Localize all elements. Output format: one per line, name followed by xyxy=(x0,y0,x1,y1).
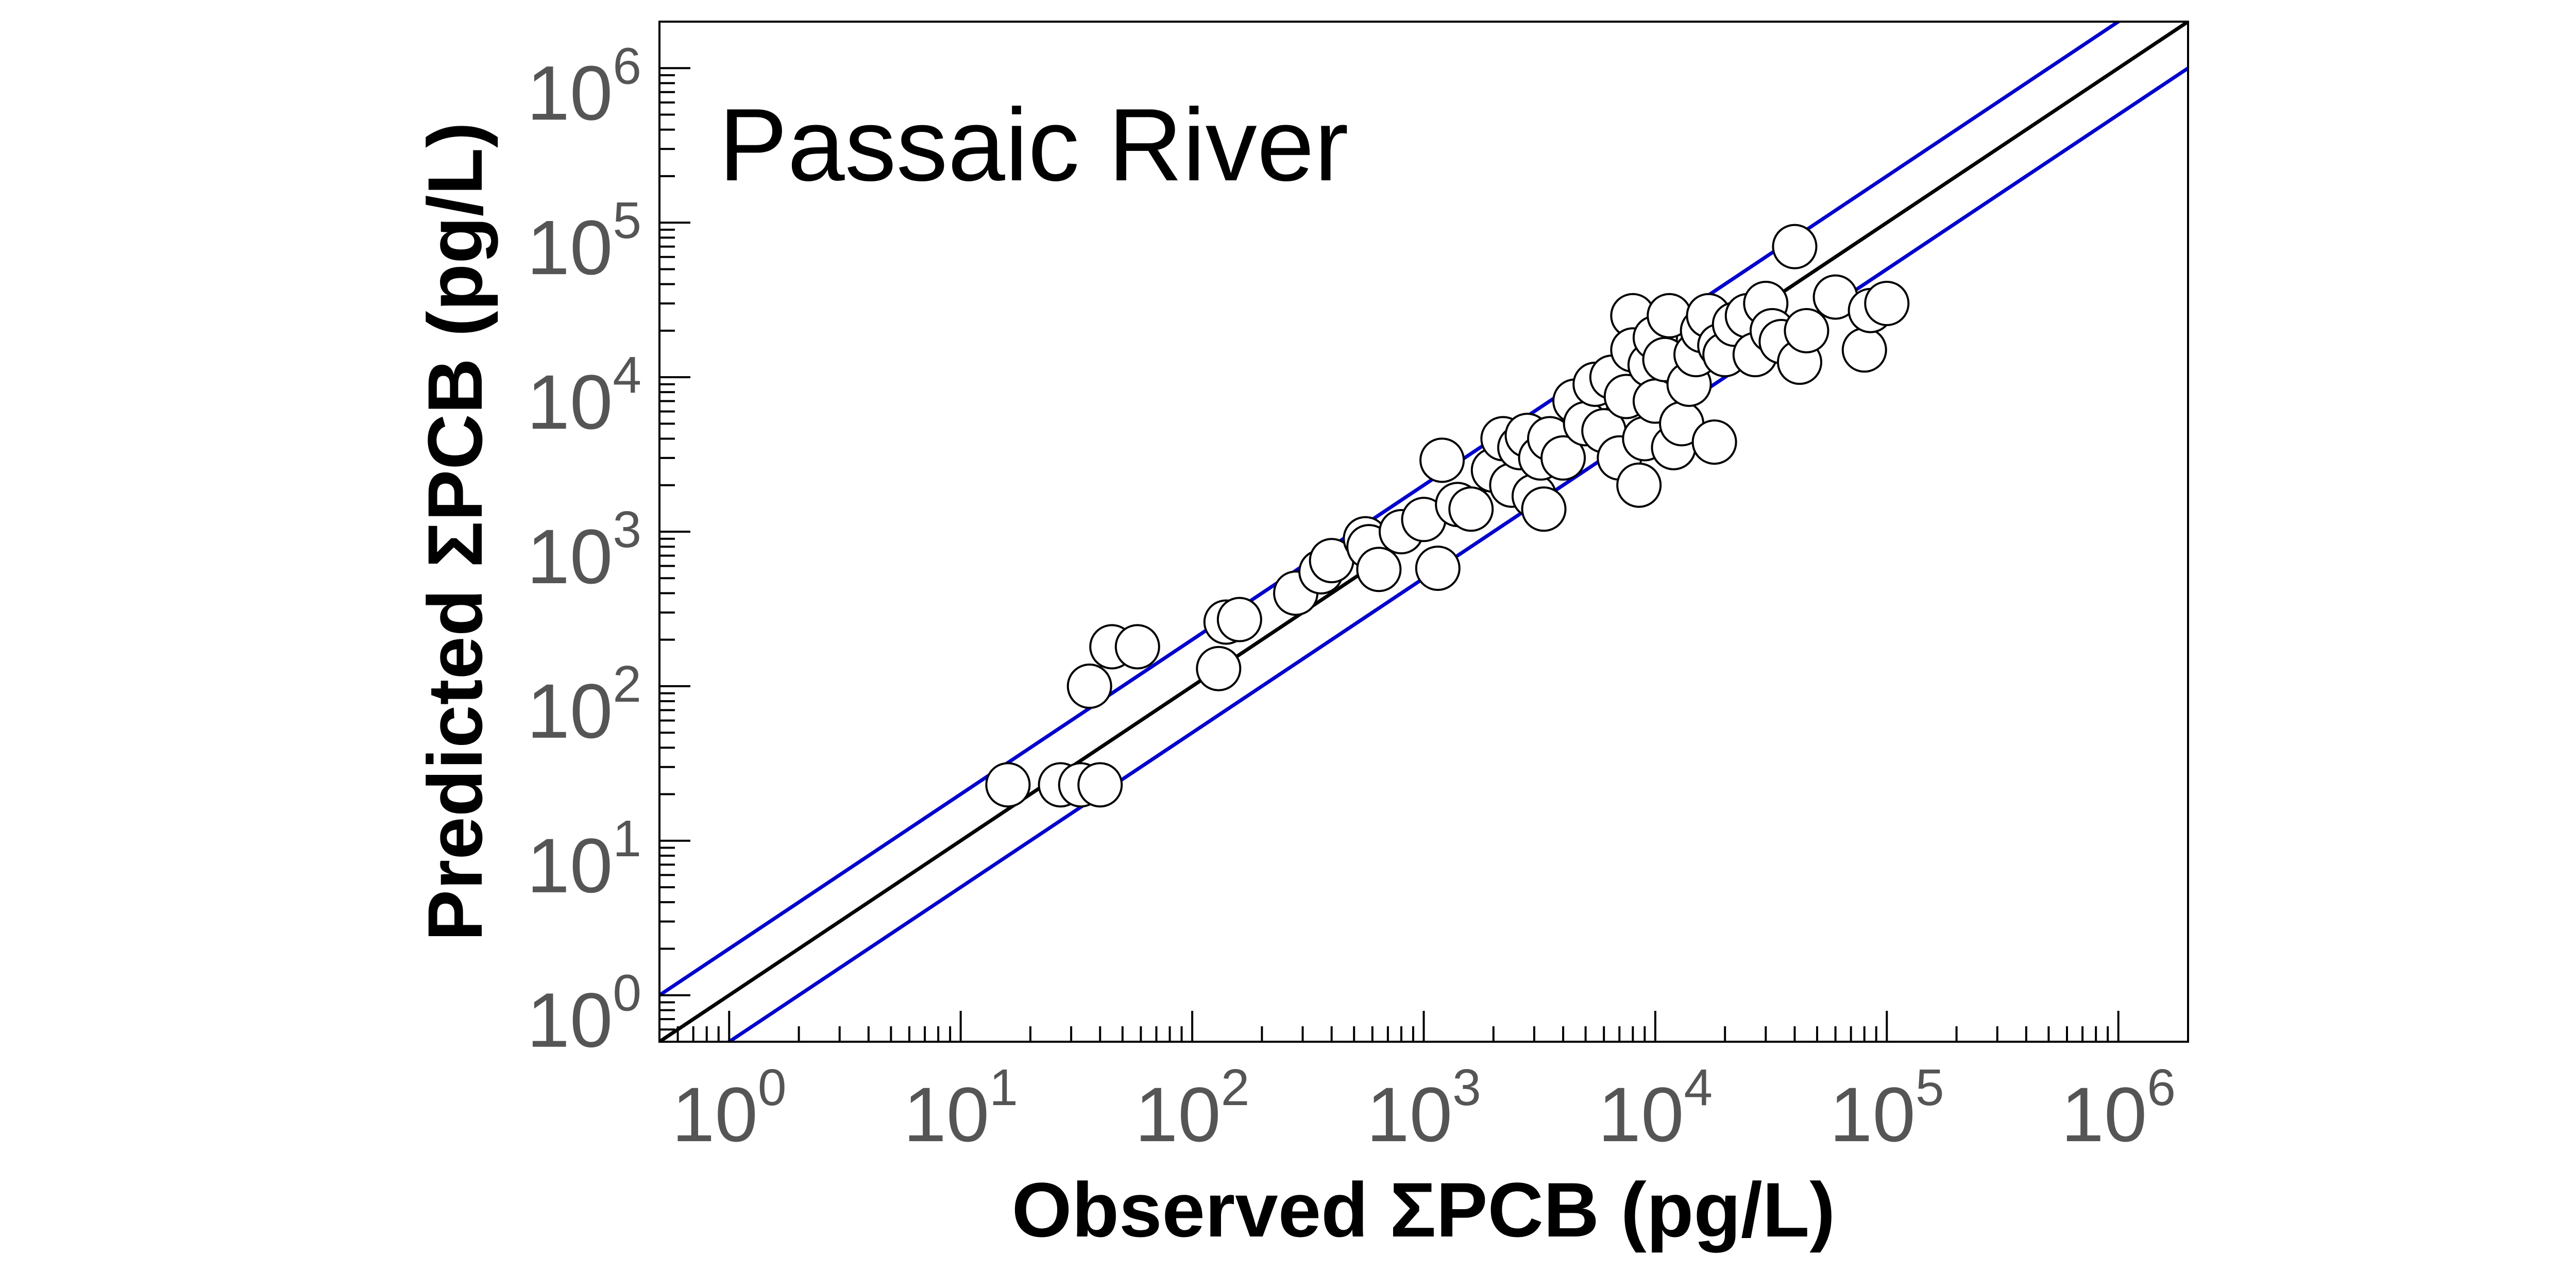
y-tick-label: 106 xyxy=(527,37,641,136)
reference-line-factor-2-upper xyxy=(659,22,2122,997)
y-tick-label: 100 xyxy=(527,964,641,1063)
data-point xyxy=(1114,624,1160,670)
data-point xyxy=(1196,646,1242,691)
data-point xyxy=(1066,663,1112,709)
x-axis-tick-labels: 100 101 102 103 104 105 106 xyxy=(672,1059,2176,1158)
y-tick-label: 103 xyxy=(527,501,641,600)
data-point xyxy=(1864,281,1910,327)
data-point xyxy=(1772,224,1818,269)
data-point xyxy=(1616,462,1662,508)
x-tick-label: 103 xyxy=(1366,1059,1481,1158)
data-point xyxy=(1841,327,1887,373)
data-point xyxy=(1356,547,1402,592)
data-point xyxy=(1521,486,1567,532)
x-tick-label: 106 xyxy=(2061,1059,2175,1158)
y-axis-title: Predicted ΣPCB (pg/L) xyxy=(412,122,498,941)
x-tick-label: 100 xyxy=(672,1059,786,1158)
x-axis-ticks xyxy=(658,1011,2189,1042)
data-point xyxy=(1448,486,1494,532)
data-point xyxy=(1216,597,1262,642)
data-point xyxy=(1540,435,1586,481)
x-tick-label: 101 xyxy=(903,1059,1018,1158)
data-point xyxy=(1419,437,1465,483)
y-axis-tick-labels: 100 101 102 103 104 105 106 xyxy=(527,37,641,1063)
y-tick-label: 101 xyxy=(527,810,641,909)
y-axis-ticks xyxy=(659,21,690,1043)
data-points xyxy=(985,224,1910,808)
x-tick-label: 104 xyxy=(1598,1059,1713,1158)
data-point xyxy=(1784,308,1829,353)
x-tick-label: 105 xyxy=(1829,1059,1944,1158)
data-point xyxy=(985,762,1031,808)
data-point xyxy=(1077,762,1123,808)
x-axis-title: Observed ΣPCB (pg/L) xyxy=(1012,1166,1836,1253)
chart-annotation: Passaic River xyxy=(719,88,1349,202)
data-point xyxy=(1691,419,1737,465)
y-tick-label: 104 xyxy=(527,346,641,445)
y-tick-label: 105 xyxy=(527,192,641,291)
y-tick-label: 102 xyxy=(527,655,641,754)
data-point xyxy=(1415,545,1461,591)
x-tick-label: 102 xyxy=(1135,1059,1249,1158)
